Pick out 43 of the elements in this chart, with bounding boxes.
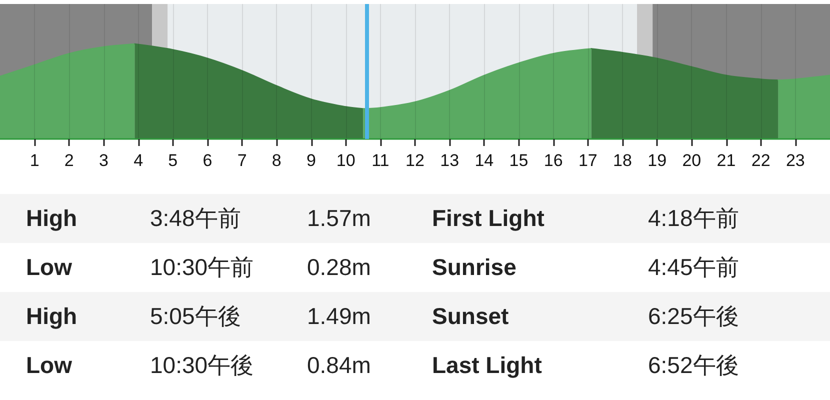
x-tick-label: 3 [99, 151, 108, 170]
text: 0.84m [307, 351, 371, 380]
text: Low [26, 253, 72, 282]
text: High [26, 204, 78, 233]
x-tick-label: 13 [440, 151, 460, 170]
x-tick-label: 11 [372, 151, 390, 170]
x-tick-label: 2 [64, 151, 74, 170]
x-tick-label: 18 [613, 151, 632, 170]
text: Sunset [432, 302, 509, 331]
x-tick-label: 22 [751, 151, 770, 170]
x-tick-label: 5 [168, 151, 178, 170]
x-tick-label: 7 [237, 151, 247, 170]
x-tick-label: 12 [406, 151, 424, 170]
text: 6:52午後 [648, 351, 739, 380]
x-tick-label: 20 [682, 151, 702, 170]
x-tick-label: 15 [509, 151, 528, 170]
text: High [26, 302, 78, 331]
x-tick-label: 4 [134, 151, 144, 170]
x-tick-label: 23 [786, 151, 805, 170]
text: 4:18午前 [648, 204, 739, 233]
text: 1.49m [307, 302, 371, 331]
text: 3:48午前 [150, 204, 241, 233]
text: First Light [432, 204, 544, 233]
x-tick-label: 14 [474, 151, 494, 170]
text: 10:30午後 [150, 351, 254, 380]
x-tick-label: 16 [544, 151, 563, 170]
text: 10:30午前 [150, 253, 254, 282]
text: 1.57m [307, 204, 371, 233]
text: 0.28m [307, 253, 371, 282]
text: Last Light [432, 351, 542, 380]
x-tick-label: 6 [202, 151, 212, 170]
text: 6:25午後 [648, 302, 739, 331]
x-tick-label: 8 [272, 151, 282, 170]
x-tick-label: 9 [306, 151, 316, 170]
x-tick-label: 10 [336, 151, 356, 170]
text: Low [26, 351, 72, 380]
x-tick-label: 17 [578, 151, 598, 170]
x-tick-label: 19 [648, 151, 667, 170]
text: 5:05午後 [150, 302, 241, 331]
text: Sunrise [432, 253, 516, 282]
text: 4:45午前 [648, 253, 739, 282]
x-tick-label: 1 [30, 151, 40, 170]
x-tick-label: 21 [716, 151, 736, 170]
